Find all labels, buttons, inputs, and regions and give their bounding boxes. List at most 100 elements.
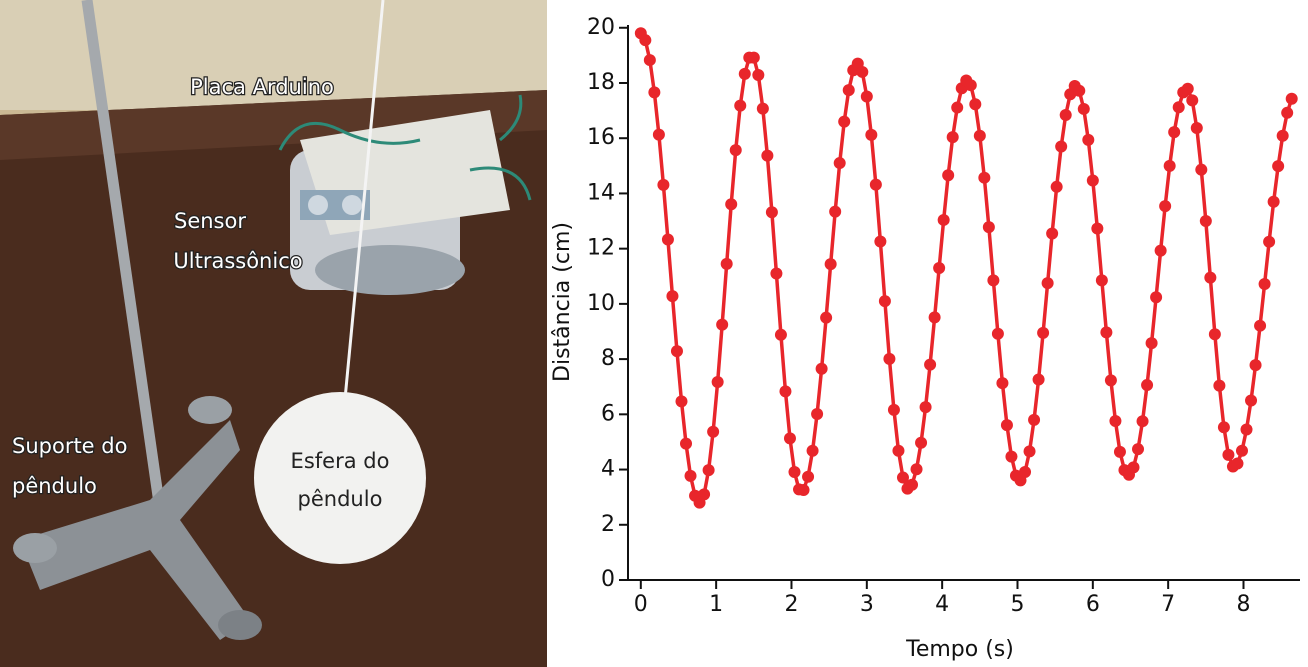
data-point bbox=[969, 98, 982, 111]
data-point bbox=[892, 444, 905, 457]
data-point bbox=[815, 362, 828, 375]
data-point bbox=[1249, 359, 1262, 372]
data-point bbox=[1041, 277, 1054, 290]
data-point bbox=[698, 488, 711, 501]
data-point bbox=[874, 235, 887, 248]
data-point bbox=[1005, 450, 1018, 463]
data-point bbox=[942, 169, 955, 182]
photo: Placa Arduino Sensor Ultrassônico Suport… bbox=[0, 0, 547, 667]
data-point bbox=[946, 131, 959, 144]
x-tick-label: 7 bbox=[1161, 592, 1175, 617]
data-point bbox=[838, 115, 851, 128]
data-point bbox=[707, 425, 720, 438]
data-point bbox=[1104, 374, 1117, 387]
data-point bbox=[906, 478, 919, 491]
x-tick-label: 0 bbox=[634, 592, 648, 617]
data-point bbox=[964, 79, 977, 92]
data-point bbox=[797, 483, 810, 496]
data-point bbox=[1145, 337, 1158, 350]
data-point bbox=[1222, 448, 1235, 461]
data-point bbox=[1077, 102, 1090, 115]
data-point bbox=[1281, 106, 1294, 119]
data-point bbox=[725, 198, 738, 211]
data-point bbox=[924, 358, 937, 371]
data-point bbox=[756, 102, 769, 115]
data-point bbox=[919, 401, 932, 414]
x-tick-label: 1 bbox=[709, 592, 723, 617]
data-point bbox=[639, 34, 652, 47]
data-point bbox=[1172, 101, 1185, 114]
y-tick-label: 18 bbox=[587, 70, 615, 95]
data-point bbox=[711, 376, 724, 389]
data-point bbox=[865, 128, 878, 141]
photo-label: Sensor bbox=[174, 209, 246, 233]
y-axis-label: Distância (cm) bbox=[550, 222, 575, 382]
data-point bbox=[1127, 461, 1140, 474]
data-point bbox=[987, 274, 1000, 287]
data-point bbox=[1213, 379, 1226, 392]
data-point bbox=[842, 84, 855, 97]
data-point bbox=[1240, 423, 1253, 436]
x-tick-label: 4 bbox=[935, 592, 949, 617]
data-point bbox=[1245, 394, 1258, 407]
data-point bbox=[1055, 140, 1068, 153]
data-point bbox=[684, 469, 697, 482]
data-point bbox=[806, 444, 819, 457]
data-point bbox=[910, 463, 923, 476]
photo-label: Suporte do bbox=[12, 434, 127, 458]
data-point bbox=[996, 377, 1009, 390]
data-point bbox=[1019, 466, 1032, 479]
data-point bbox=[1086, 174, 1099, 187]
data-point bbox=[1186, 94, 1199, 107]
data-point bbox=[1267, 195, 1280, 208]
data-point bbox=[811, 408, 824, 421]
data-point bbox=[1032, 373, 1045, 386]
data-point bbox=[829, 205, 842, 218]
data-point bbox=[1272, 160, 1285, 173]
data-point bbox=[856, 65, 869, 78]
data-point bbox=[1168, 126, 1181, 139]
data-point bbox=[779, 385, 792, 398]
data-point bbox=[770, 267, 783, 280]
data-point bbox=[991, 327, 1004, 340]
data-point bbox=[1132, 443, 1145, 456]
photo-label: pêndulo bbox=[12, 474, 97, 498]
y-tick-label: 20 bbox=[587, 15, 615, 40]
data-point bbox=[860, 90, 873, 103]
data-point bbox=[937, 213, 950, 226]
data-point bbox=[661, 233, 674, 246]
data-point bbox=[783, 432, 796, 445]
data-point bbox=[1195, 163, 1208, 176]
y-tick-label: 4 bbox=[601, 457, 615, 482]
data-point bbox=[1023, 445, 1036, 458]
data-point bbox=[1059, 109, 1072, 122]
data-point bbox=[982, 221, 995, 234]
data-point bbox=[1159, 200, 1172, 213]
data-point bbox=[1217, 421, 1230, 434]
data-point bbox=[1082, 133, 1095, 146]
data-point bbox=[1150, 291, 1163, 304]
data-point bbox=[670, 345, 683, 358]
data-point bbox=[1276, 129, 1289, 142]
x-axis-label: Tempo (s) bbox=[905, 637, 1014, 662]
data-point bbox=[1154, 244, 1167, 257]
data-point bbox=[1199, 215, 1212, 228]
data-point bbox=[675, 395, 688, 408]
data-point bbox=[747, 51, 760, 64]
data-point bbox=[951, 101, 964, 114]
data-point bbox=[1046, 227, 1059, 240]
chart: Tempo (s) Distância (cm) 024681012141618… bbox=[550, 15, 1300, 662]
data-point bbox=[765, 206, 778, 219]
data-point bbox=[720, 257, 733, 270]
data-point bbox=[643, 54, 656, 67]
data-point bbox=[702, 464, 715, 477]
data-point bbox=[1208, 328, 1221, 341]
x-tick-label: 3 bbox=[860, 592, 874, 617]
data-point bbox=[928, 311, 941, 324]
data-point bbox=[729, 144, 742, 157]
y-tick-label: 12 bbox=[587, 236, 615, 261]
data-point bbox=[978, 171, 991, 184]
data-point bbox=[788, 466, 801, 479]
data-point bbox=[933, 261, 946, 274]
x-tick-label: 2 bbox=[784, 592, 798, 617]
